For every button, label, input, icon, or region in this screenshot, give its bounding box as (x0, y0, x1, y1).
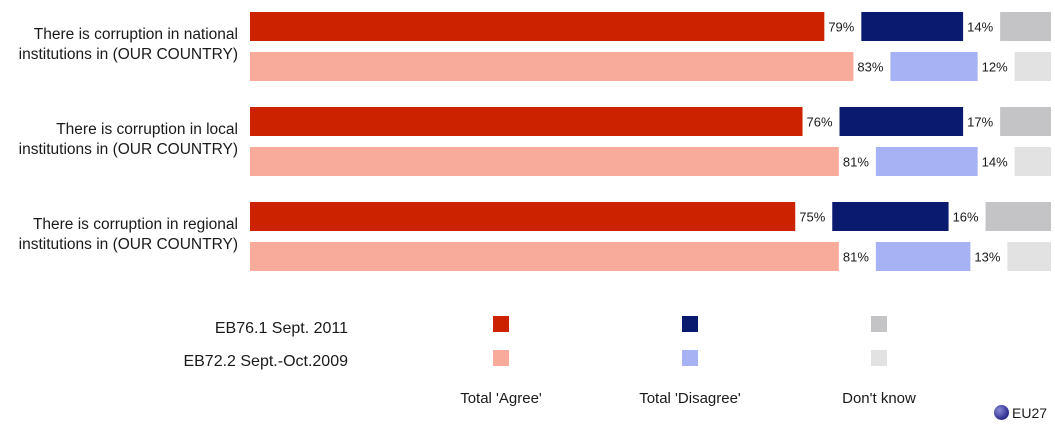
category-label-1-line-2: institutions in (OUR COUNTRY) (18, 46, 238, 63)
legend-wave-2009: EB72.2 Sept.-Oct.2009 (183, 353, 348, 370)
category-label-2-line-2: institutions in (OUR COUNTRY) (18, 141, 238, 158)
bar-disagree-cat3-wave1 (832, 202, 949, 231)
legend-swatch-agree-2009 (493, 350, 509, 366)
value-label-disagree-cat3-wave1: 16% (953, 210, 979, 225)
bar-agree-cat2-wave2 (250, 147, 839, 176)
legend-swatch-agree-2011 (493, 316, 509, 332)
bar-dontknow-cat3-wave1 (985, 202, 1051, 231)
category-label-1: There is corruption in national instituti… (0, 25, 238, 65)
category-label-2: There is corruption in local institutions… (0, 120, 238, 160)
bar-agree-cat3-wave1 (250, 202, 796, 231)
value-label-agree-cat2-wave1: 76% (807, 115, 833, 130)
legend-label-dontknow: Don't know (842, 390, 916, 407)
value-label-disagree-cat1-wave1: 14% (967, 20, 993, 35)
value-label-agree-cat1-wave1: 79% (828, 20, 854, 35)
category-label-1-line-1: There is corruption in national (33, 26, 238, 43)
category-label-3-line-1: There is corruption in regional (32, 216, 238, 233)
bar-dontknow-cat1-wave1 (1000, 12, 1051, 41)
bar-dontknow-cat3-wave2 (1007, 242, 1051, 271)
bar-disagree-cat1-wave1 (861, 12, 964, 41)
bar-dontknow-cat1-wave2 (1014, 52, 1051, 81)
legend-swatch-dontknow-2009 (871, 350, 887, 366)
bar-disagree-cat3-wave2 (875, 242, 971, 271)
legend-swatch-dontknow-2011 (871, 316, 887, 332)
legend-wave-2011: EB76.1 Sept. 2011 (214, 320, 348, 337)
value-label-disagree-cat3-wave2: 13% (974, 250, 1000, 265)
legend-label-agree: Total 'Agree' (460, 390, 542, 407)
value-label-disagree-cat2-wave1: 17% (967, 115, 993, 130)
category-label-3-line-2: institutions in (OUR COUNTRY) (18, 236, 238, 253)
eu-globe-icon (994, 405, 1009, 420)
bar-disagree-cat2-wave1 (839, 107, 964, 136)
value-label-agree-cat2-wave2: 81% (843, 155, 869, 170)
eu-region-label: EU27 (1012, 405, 1048, 421)
eu-badge: EU27 (994, 405, 1047, 421)
value-label-agree-cat3-wave1: 75% (799, 210, 825, 225)
legend-label-disagree: Total 'Disagree' (639, 390, 741, 407)
category-label-2-line-1: There is corruption in local (56, 121, 238, 138)
value-label-agree-cat3-wave2: 81% (843, 250, 869, 265)
value-label-disagree-cat2-wave2: 14% (982, 155, 1008, 170)
category-label-3: There is corruption in regional instituti… (0, 215, 238, 255)
bar-disagree-cat2-wave2 (875, 147, 978, 176)
bar-agree-cat1-wave2 (250, 52, 854, 81)
value-label-disagree-cat1-wave2: 12% (982, 60, 1008, 75)
bar-agree-cat2-wave1 (250, 107, 803, 136)
legend-swatch-disagree-2011 (682, 316, 698, 332)
bar-dontknow-cat2-wave2 (1014, 147, 1051, 176)
value-label-agree-cat1-wave2: 83% (857, 60, 883, 75)
legend-swatch-disagree-2009 (682, 350, 698, 366)
bar-agree-cat1-wave1 (250, 12, 825, 41)
bar-disagree-cat1-wave2 (890, 52, 978, 81)
bar-agree-cat3-wave2 (250, 242, 839, 271)
bar-dontknow-cat2-wave1 (1000, 107, 1051, 136)
